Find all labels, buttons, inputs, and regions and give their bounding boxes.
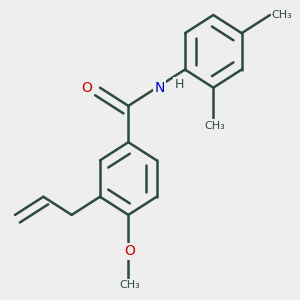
Text: N: N <box>154 81 165 95</box>
Text: H: H <box>175 78 184 91</box>
Text: CH₃: CH₃ <box>205 121 225 130</box>
Text: CH₃: CH₃ <box>272 10 292 20</box>
Text: CH₃: CH₃ <box>119 280 140 290</box>
Text: O: O <box>81 81 92 95</box>
Text: O: O <box>124 244 135 258</box>
